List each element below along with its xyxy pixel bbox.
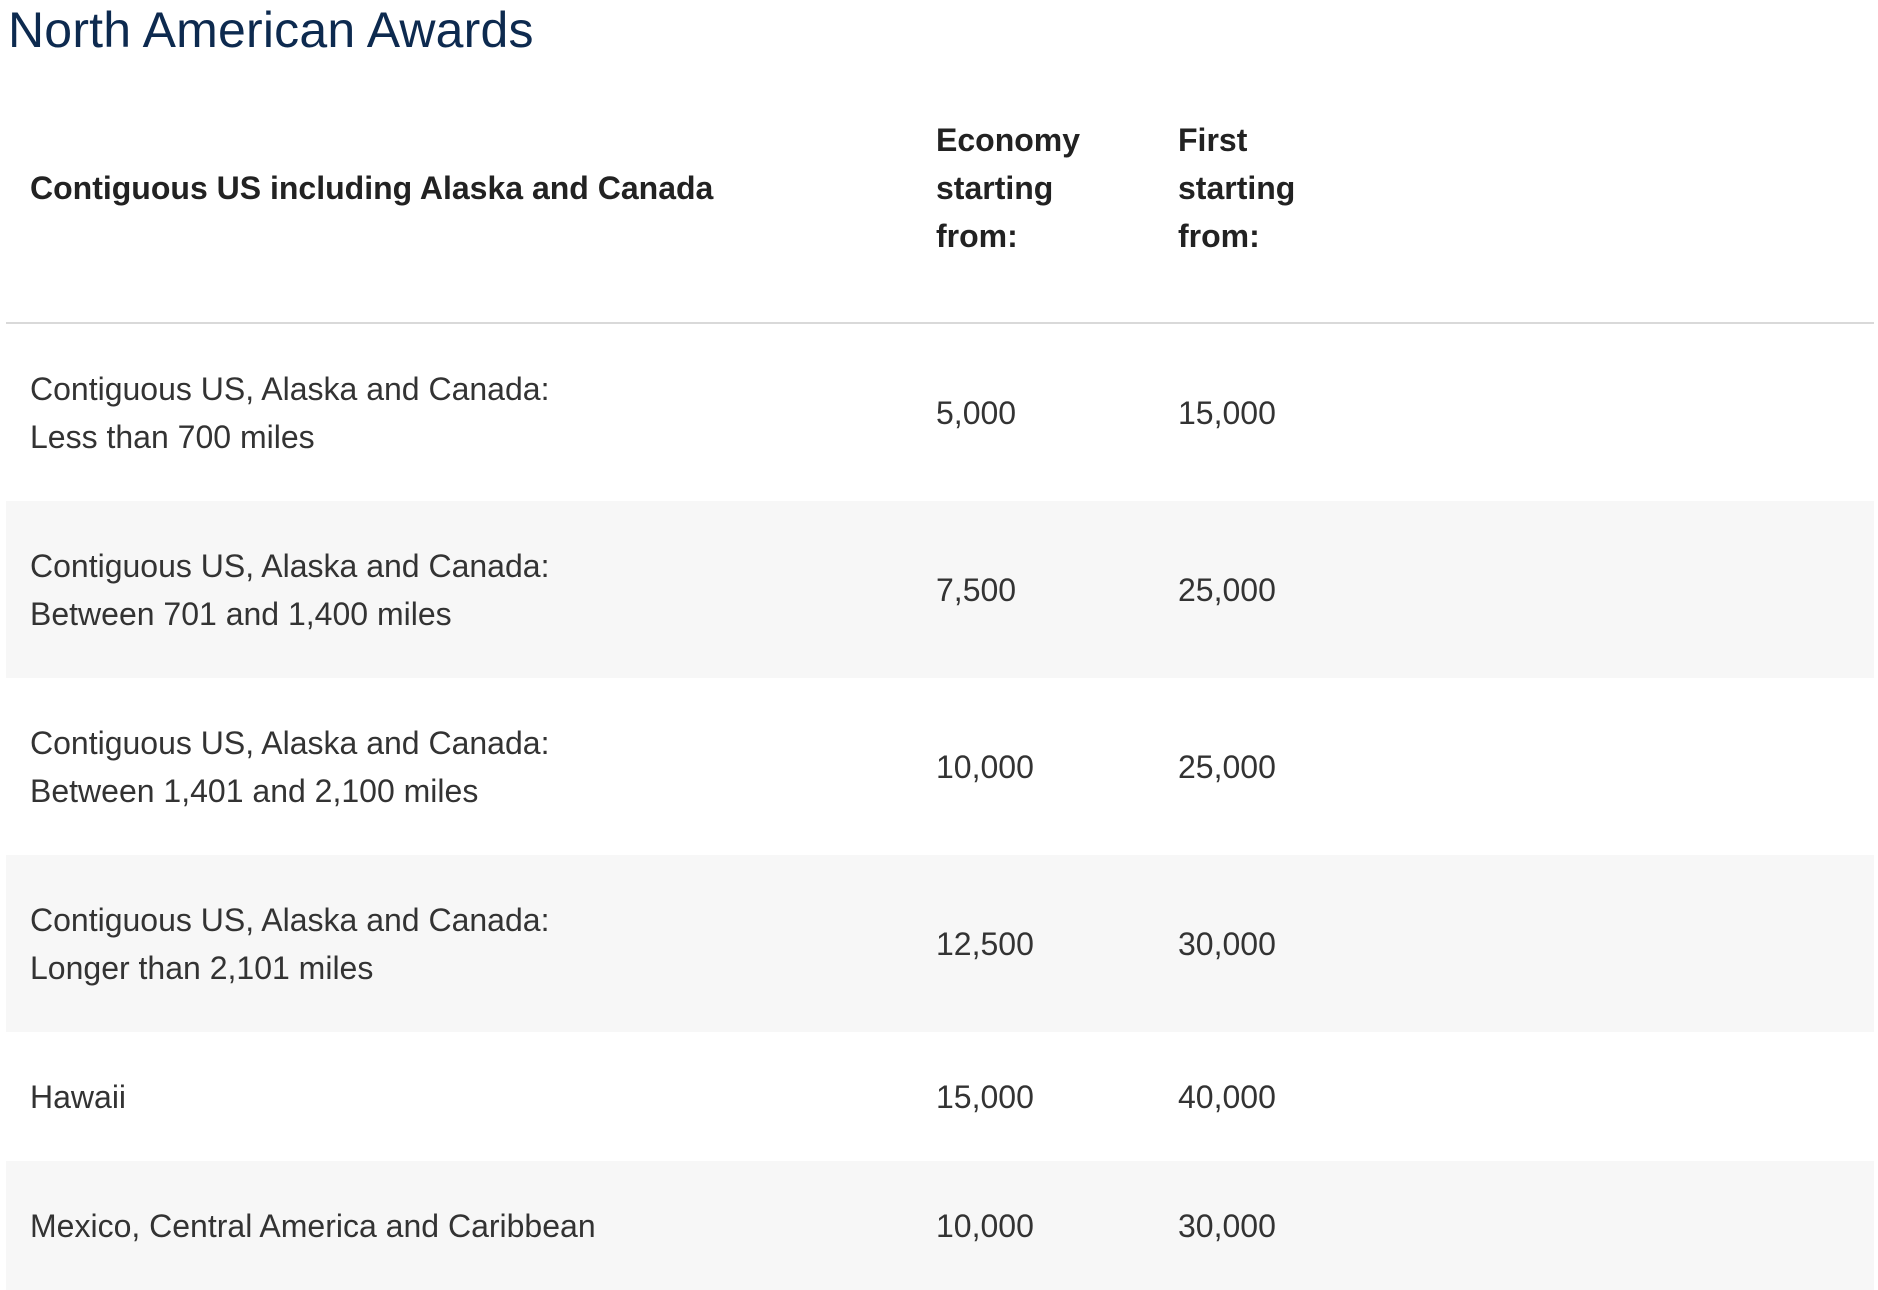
economy-cell: 10,000	[936, 748, 1034, 785]
region-line: Less than 700 miles	[30, 418, 315, 455]
region-line: Longer than 2,101 miles	[30, 949, 374, 986]
region-line: Between 701 and 1,400 miles	[30, 595, 452, 632]
region-line: Hawaii	[30, 1078, 127, 1115]
table-row: Contiguous US, Alaska and Canada: Longer…	[6, 855, 1874, 1032]
economy-cell: 5,000	[936, 394, 1017, 431]
region-cell: Contiguous US, Alaska and Canada: Betwee…	[30, 719, 549, 815]
economy-cell: 10,000	[936, 1207, 1034, 1244]
region-cell: Contiguous US, Alaska and Canada: Betwee…	[30, 542, 549, 638]
first-cell: 25,000	[1178, 571, 1276, 608]
region-cell: Mexico, Central America and Caribbean	[30, 1202, 596, 1250]
region-cell: Contiguous US, Alaska and Canada: Less t…	[30, 365, 549, 461]
header-economy-line: Economy	[936, 122, 1081, 158]
table-row: Contiguous US, Alaska and Canada: Less t…	[6, 324, 1874, 501]
economy-cell: 15,000	[936, 1078, 1034, 1115]
table-row: Hawaii 15,000 40,000	[6, 1032, 1874, 1161]
region-line: Contiguous US, Alaska and Canada:	[30, 724, 550, 761]
header-region: Contiguous US including Alaska and Canad…	[30, 170, 714, 206]
first-cell: 30,000	[1178, 1207, 1276, 1244]
region-cell: Contiguous US, Alaska and Canada: Longer…	[30, 896, 549, 992]
first-cell: 15,000	[1178, 394, 1276, 431]
region-line: Contiguous US, Alaska and Canada:	[30, 370, 550, 407]
region-line: Between 1,401 and 2,100 miles	[30, 772, 479, 809]
header-economy-line: from:	[936, 218, 1018, 254]
region-line: Contiguous US, Alaska and Canada:	[30, 547, 550, 584]
first-cell: 25,000	[1178, 748, 1276, 785]
table-header: Contiguous US including Alaska and Canad…	[6, 90, 1874, 324]
header-first: First starting from:	[1178, 116, 1338, 260]
header-economy: Economy starting from:	[936, 116, 1136, 260]
page-title: North American Awards	[8, 2, 534, 58]
region-line: Contiguous US, Alaska and Canada:	[30, 901, 550, 938]
table-row: Contiguous US, Alaska and Canada: Betwee…	[6, 501, 1874, 678]
first-cell: 40,000	[1178, 1078, 1276, 1115]
economy-cell: 12,500	[936, 925, 1034, 962]
header-first-line: starting	[1178, 170, 1296, 206]
region-cell: Hawaii	[30, 1073, 126, 1121]
region-line: Mexico, Central America and Caribbean	[30, 1207, 596, 1244]
table-row: Contiguous US, Alaska and Canada: Betwee…	[6, 678, 1874, 855]
header-economy-line: starting	[936, 170, 1054, 206]
header-first-line: First	[1178, 122, 1248, 158]
awards-table: Contiguous US including Alaska and Canad…	[6, 90, 1874, 1290]
table-row: Mexico, Central America and Caribbean 10…	[6, 1161, 1874, 1290]
economy-cell: 7,500	[936, 571, 1017, 608]
first-cell: 30,000	[1178, 925, 1276, 962]
header-first-line: from:	[1178, 218, 1260, 254]
